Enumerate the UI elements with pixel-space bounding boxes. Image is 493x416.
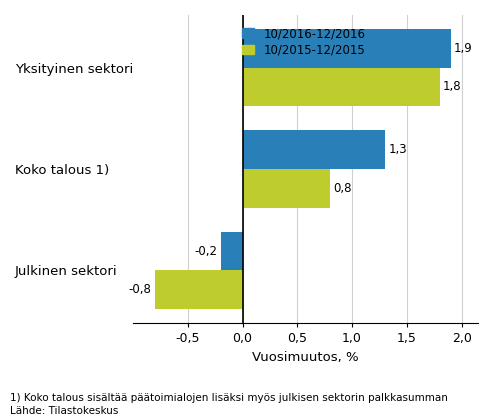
Text: -0,8: -0,8 — [129, 283, 152, 296]
Bar — [221, 232, 243, 270]
Bar — [243, 67, 440, 106]
Text: 0,8: 0,8 — [333, 182, 352, 195]
Text: 1,3: 1,3 — [388, 143, 407, 156]
Text: -0,2: -0,2 — [194, 245, 217, 258]
Text: 1,8: 1,8 — [443, 80, 461, 93]
Text: 1,9: 1,9 — [454, 42, 473, 55]
Bar — [243, 29, 451, 67]
Bar — [243, 131, 385, 169]
Legend: 10/2016-12/2016, 10/2015-12/2015: 10/2016-12/2016, 10/2015-12/2015 — [243, 27, 366, 57]
X-axis label: Vuosimuutos, %: Vuosimuutos, % — [252, 351, 359, 364]
Text: Lähde: Tilastokeskus: Lähde: Tilastokeskus — [10, 406, 118, 416]
Bar — [243, 169, 330, 208]
Bar — [155, 270, 243, 309]
Text: 1) Koko talous sisältää päätoimialojen lisäksi myös julkisen sektorin palkkasumm: 1) Koko talous sisältää päätoimialojen l… — [10, 393, 448, 403]
